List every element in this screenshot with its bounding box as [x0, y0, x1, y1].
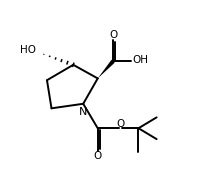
Text: N: N [79, 107, 87, 117]
Text: HO: HO [20, 45, 36, 55]
Text: OH: OH [133, 55, 149, 65]
Text: O: O [109, 30, 117, 40]
Polygon shape [98, 60, 115, 78]
Text: O: O [116, 119, 124, 129]
Text: O: O [94, 151, 102, 161]
